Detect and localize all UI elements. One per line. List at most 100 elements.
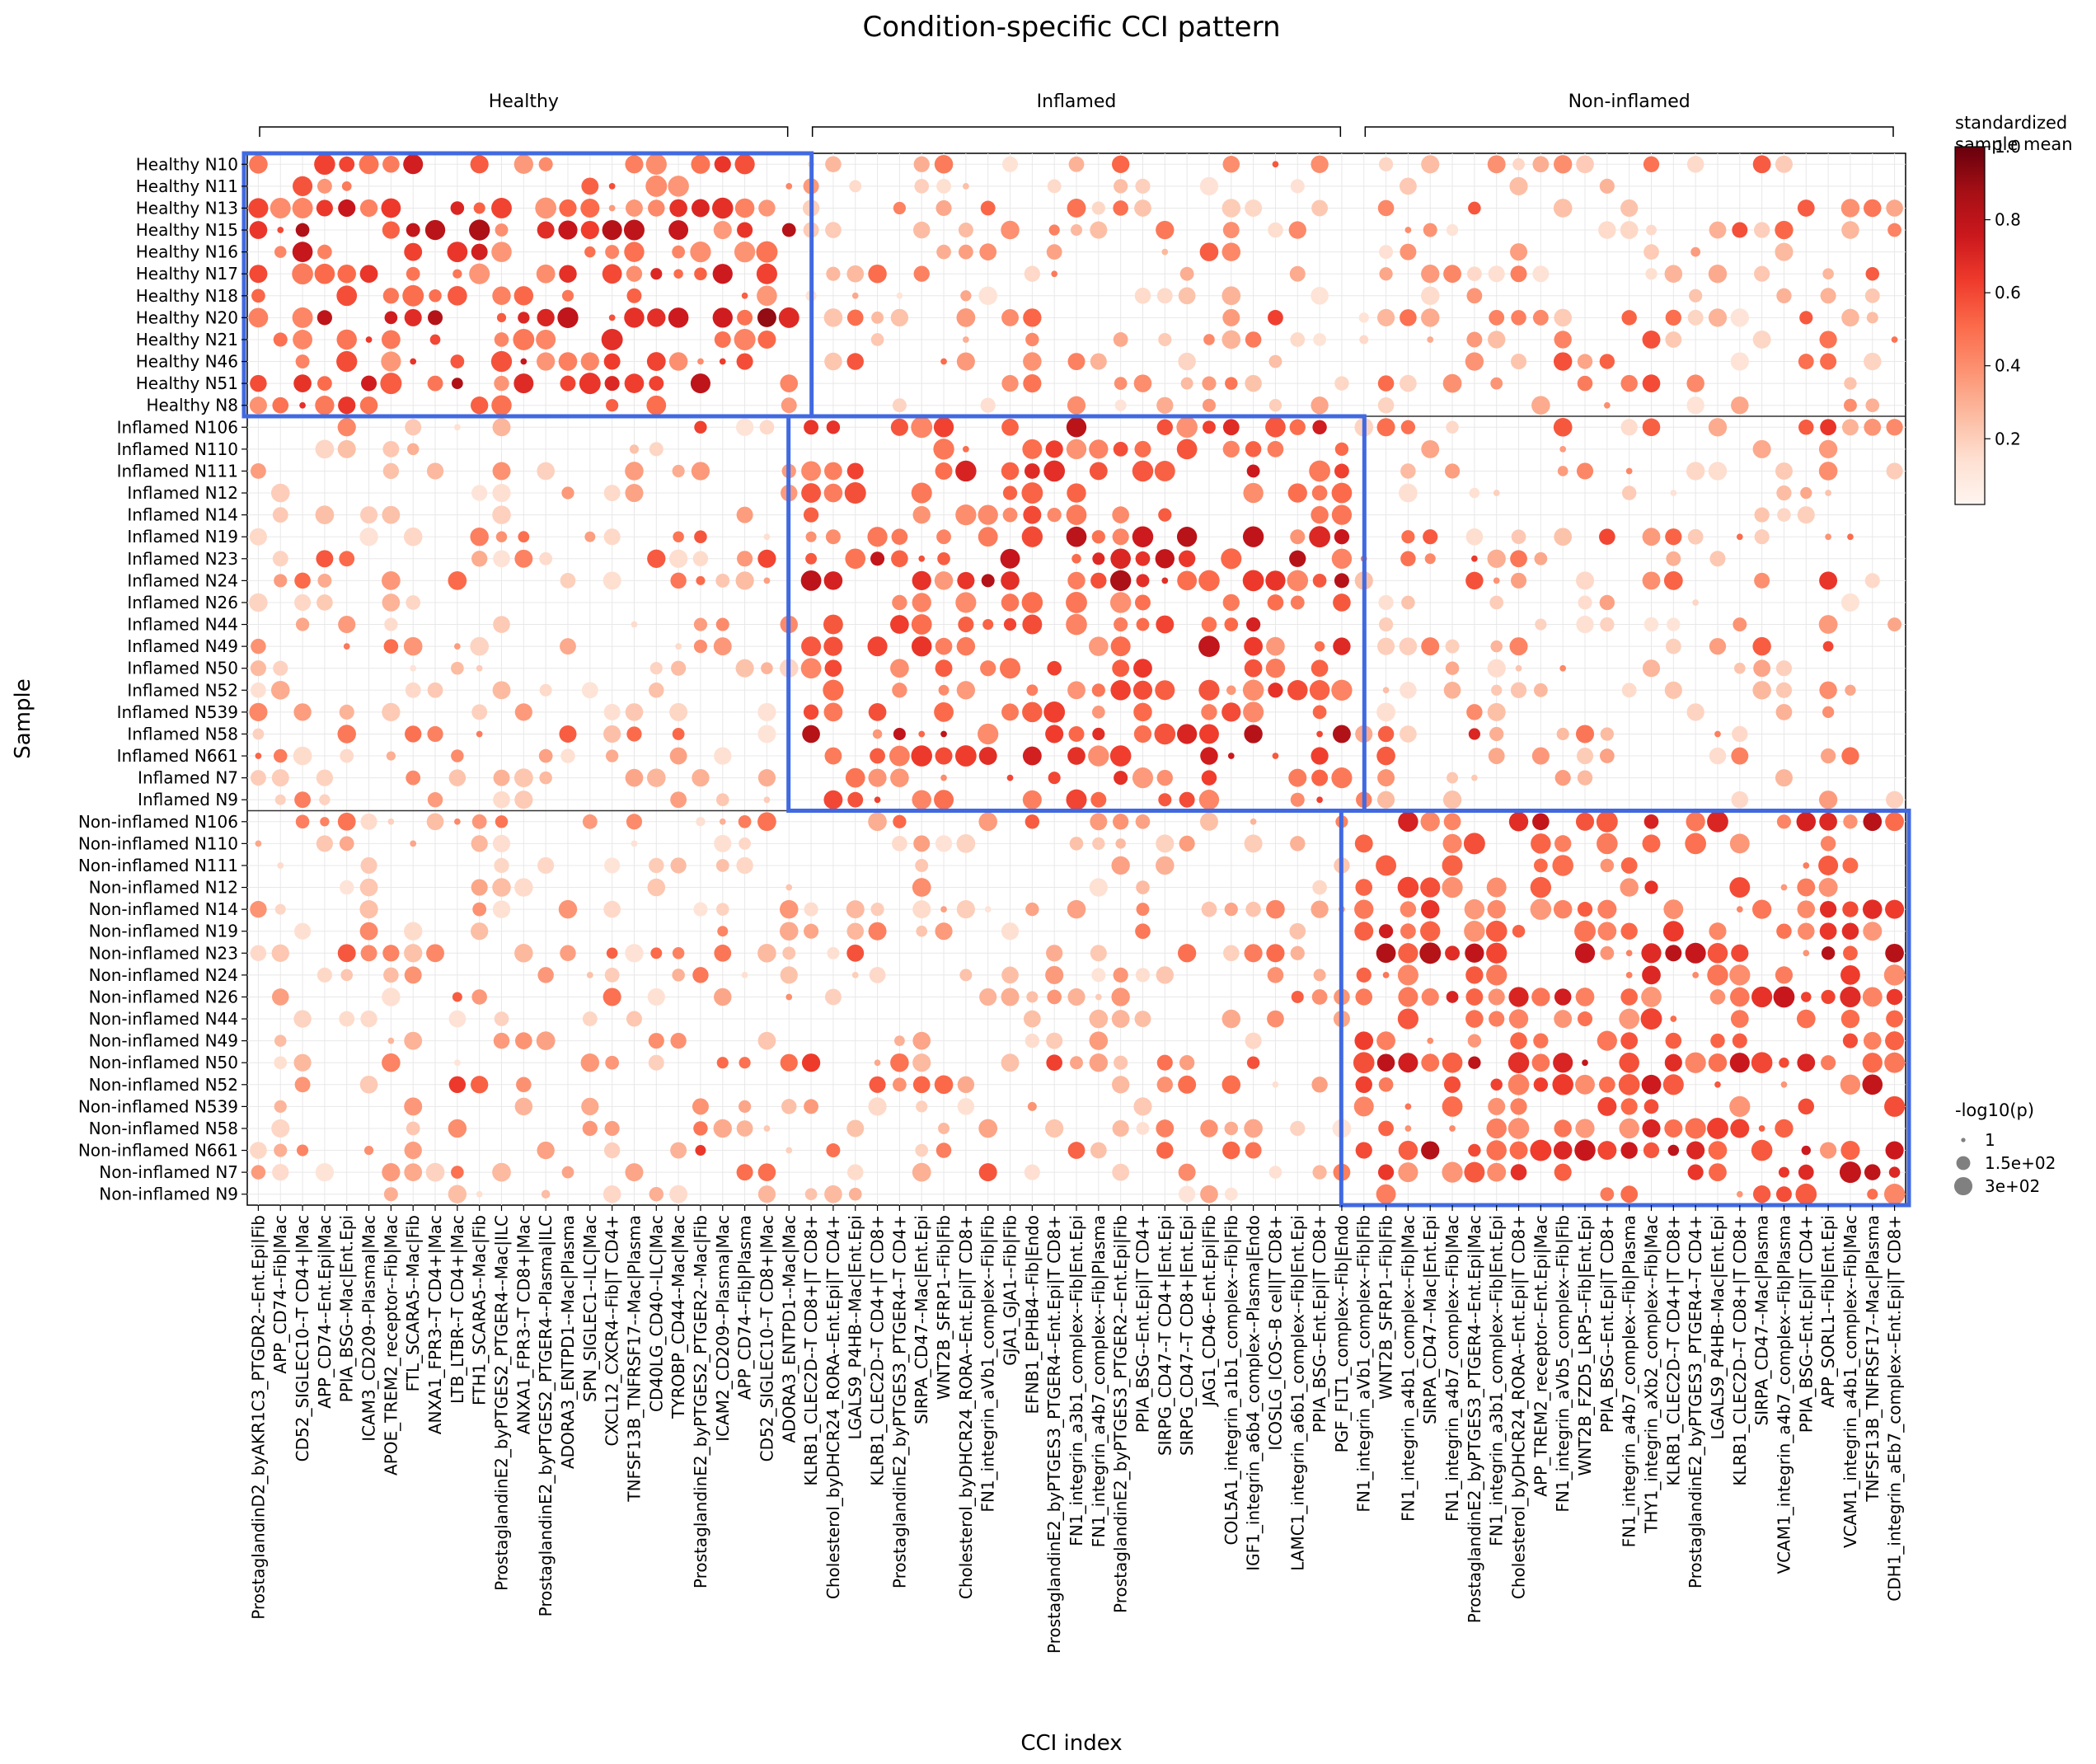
dot <box>1404 1125 1412 1132</box>
dot <box>1419 942 1442 964</box>
dots <box>248 153 1906 1205</box>
dot <box>693 617 708 631</box>
dot <box>1443 1076 1461 1093</box>
dot <box>734 154 755 175</box>
dot <box>471 879 488 896</box>
dot <box>1355 988 1373 1006</box>
dot <box>1642 1119 1661 1138</box>
dot <box>363 1145 374 1156</box>
dot <box>938 1122 950 1134</box>
dot <box>1710 1033 1725 1049</box>
dot <box>514 703 532 721</box>
dot <box>536 264 556 284</box>
dot <box>1775 1119 1794 1138</box>
dot <box>693 640 708 654</box>
dot <box>1707 1118 1728 1139</box>
dot <box>1714 1081 1721 1088</box>
dot <box>1334 529 1350 545</box>
dot <box>360 813 377 830</box>
dot <box>626 814 643 830</box>
dot <box>337 439 356 458</box>
dot <box>1862 899 1883 919</box>
dot <box>692 551 709 567</box>
dot <box>1686 812 1705 832</box>
dot <box>1377 791 1395 809</box>
dot <box>894 1035 905 1046</box>
y-tick-label: Non-inflamed N23 <box>89 943 238 963</box>
dot <box>1515 664 1522 672</box>
dot <box>1266 899 1285 919</box>
dot <box>1780 884 1788 891</box>
dot <box>846 353 864 370</box>
dot <box>1620 374 1638 392</box>
dot <box>1421 155 1440 174</box>
dot <box>539 551 553 565</box>
dot <box>1775 155 1793 173</box>
dot <box>1290 792 1305 807</box>
dot <box>1446 223 1459 237</box>
dot <box>1533 1077 1549 1092</box>
dot <box>1400 243 1417 260</box>
dot <box>804 1188 818 1201</box>
dot <box>1820 353 1837 370</box>
dot <box>1818 462 1838 481</box>
dot <box>1867 1189 1878 1200</box>
dot <box>294 572 311 589</box>
dot <box>1376 1031 1395 1050</box>
dot <box>781 223 796 237</box>
dot <box>670 572 687 589</box>
dot <box>1665 1032 1682 1049</box>
dot <box>780 899 799 919</box>
dot <box>603 1142 621 1159</box>
dot <box>626 199 643 217</box>
dot <box>606 399 619 412</box>
dot <box>1312 1165 1327 1180</box>
dot <box>1508 1073 1530 1095</box>
x-tick-label: ProstaglandinD2_byAKR1C3_PTGDR2--Ent.Epi… <box>248 1215 268 1620</box>
dot <box>1376 702 1395 722</box>
dot <box>940 730 947 738</box>
dot <box>1221 199 1241 218</box>
size-legend-dot <box>1956 1156 1971 1171</box>
dot <box>1795 1183 1817 1205</box>
dot <box>1267 1010 1284 1028</box>
dot <box>671 660 687 676</box>
dot <box>693 1121 708 1136</box>
dot <box>1644 1099 1659 1114</box>
dot <box>714 331 731 348</box>
dot <box>1663 570 1683 590</box>
dot <box>979 243 997 260</box>
x-tick-label: ProstaglandinE2_byPTGES3_PTGER2--Ent.Epi… <box>1111 1215 1131 1613</box>
dot <box>1287 483 1307 503</box>
x-tick-label: ProstaglandinE2_byPTGES3_PTGER4--T CD4+ <box>1686 1215 1705 1588</box>
dot <box>1446 991 1459 1003</box>
dot <box>1642 659 1661 678</box>
dot <box>1198 790 1220 810</box>
dot <box>869 1076 886 1093</box>
dot <box>448 1076 467 1093</box>
dot <box>1354 899 1374 919</box>
dot <box>631 840 638 847</box>
dot <box>1554 1119 1572 1138</box>
dot <box>1377 725 1395 743</box>
dot <box>912 900 931 919</box>
dot <box>649 1186 664 1202</box>
dot <box>963 183 969 190</box>
dot <box>1245 617 1261 632</box>
dot <box>1642 418 1661 437</box>
x-tick-label: ProstaglandinE2_byPTGES2_PTGER2--Mac|Fib <box>691 1215 710 1588</box>
dot <box>697 358 704 365</box>
dot <box>1510 265 1527 283</box>
dot <box>1067 483 1086 503</box>
dot <box>716 1057 729 1069</box>
dot <box>604 376 620 392</box>
dot <box>1026 991 1039 1003</box>
dot <box>1866 312 1878 324</box>
dot <box>891 550 908 568</box>
dot <box>1268 309 1283 326</box>
dot <box>735 571 754 590</box>
dot <box>536 329 556 350</box>
dot <box>1245 374 1262 392</box>
dot <box>694 530 707 543</box>
x-tick-label: CD40LG_CD40--ILC|Mac <box>646 1215 666 1412</box>
